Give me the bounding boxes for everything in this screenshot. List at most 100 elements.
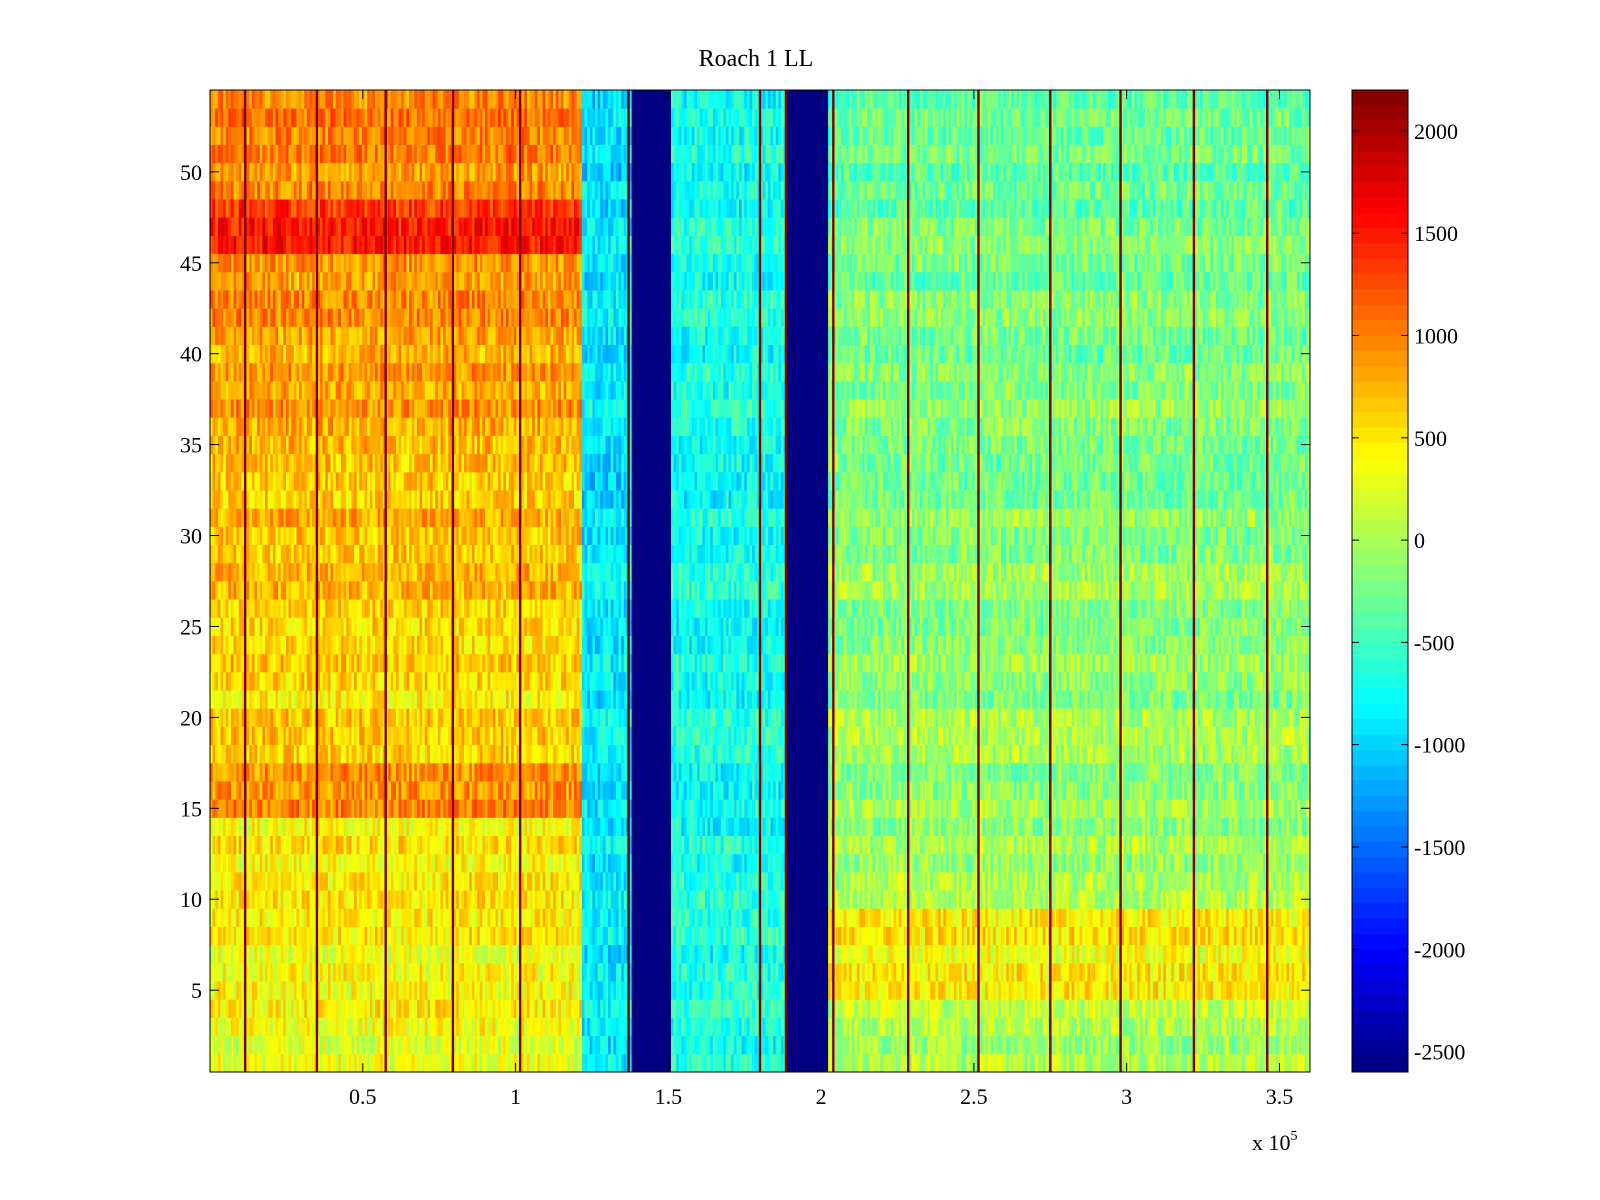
heatmap-cell (954, 999, 957, 1018)
heatmap-cell (220, 1054, 223, 1073)
heatmap-cell (653, 1017, 656, 1036)
heatmap-cell (1268, 1054, 1271, 1073)
heatmap-cell (498, 1036, 501, 1055)
heatmap-cell (1011, 963, 1014, 982)
heatmap-cell (805, 1017, 808, 1036)
heatmap-cell (370, 1017, 373, 1036)
heatmap-cell (956, 1036, 959, 1055)
heatmap-cell (564, 963, 567, 982)
heatmap-cell (1229, 1054, 1232, 1073)
heatmap-cell (493, 981, 496, 1000)
heatmap-cell (404, 1054, 407, 1073)
heatmap-cell (1234, 963, 1237, 982)
heatmap-cell (1226, 981, 1229, 1000)
heatmap-cell (1106, 1036, 1109, 1055)
heatmap-cell (372, 1017, 375, 1036)
heatmap-cell (215, 1054, 218, 1073)
heatmap-cell (674, 981, 677, 1000)
heatmap-cell (702, 1017, 705, 1036)
heatmap-cell (1124, 981, 1127, 1000)
heatmap-cell (660, 1054, 663, 1073)
heatmap-cell (915, 1054, 918, 1073)
heatmap-cell (663, 945, 666, 964)
heatmap-cell (870, 981, 873, 1000)
heatmap-cell (896, 1054, 899, 1073)
heatmap-cell (768, 1036, 771, 1055)
heatmap-cell (1276, 1036, 1279, 1055)
heatmap-cell (1179, 1017, 1182, 1036)
heatmap-cell (480, 981, 483, 1000)
heatmap-cell (1224, 1036, 1227, 1055)
heatmap-cell (1121, 1036, 1124, 1055)
heatmap-cell (1182, 999, 1185, 1018)
heatmap-cell (532, 1036, 535, 1055)
heatmap-cell (1090, 963, 1093, 982)
heatmap-cell (747, 981, 750, 1000)
heatmap-cell (543, 963, 546, 982)
heatmap-cell (896, 1036, 899, 1055)
heatmap-cell (988, 1017, 991, 1036)
heatmap-cell (1040, 999, 1043, 1018)
heatmap-cell (569, 1054, 572, 1073)
heatmap-cell (917, 999, 920, 1018)
heatmap-cell (752, 981, 755, 1000)
heatmap-cell (865, 1036, 868, 1055)
heatmap-cell (828, 1036, 831, 1055)
heatmap-cell (828, 963, 831, 982)
heatmap-cell (616, 1017, 619, 1036)
heatmap-cell (488, 999, 491, 1018)
heatmap-cell (239, 1036, 242, 1055)
heatmap-cell (396, 1036, 399, 1055)
heatmap-cell (1014, 1036, 1017, 1055)
heatmap-cell (1145, 981, 1148, 1000)
heatmap-cell (351, 963, 354, 982)
heatmap-cell (527, 999, 530, 1018)
heatmap-cell (247, 981, 250, 1000)
heatmap-cell (692, 1054, 695, 1073)
heatmap-cell (702, 1036, 705, 1055)
heatmap-cell (412, 945, 415, 964)
heatmap-cell (951, 1036, 954, 1055)
heatmap-cell (679, 999, 682, 1018)
heatmap-cell (485, 945, 488, 964)
heatmap-cell (655, 1054, 658, 1073)
heatmap-cell (1239, 1017, 1242, 1036)
heatmap-cell (365, 1017, 368, 1036)
heatmap-cell (1205, 963, 1208, 982)
heatmap-cell (577, 963, 580, 982)
heatmap-cell (734, 999, 737, 1018)
heatmap-cell (810, 999, 813, 1018)
heatmap-cell (1103, 1036, 1106, 1055)
heatmap-cell (1195, 963, 1198, 982)
heatmap-cell (296, 1036, 299, 1055)
heatmap-cell (600, 1036, 603, 1055)
heatmap-cell (511, 999, 514, 1018)
heatmap-cell (681, 945, 684, 964)
heatmap-cell (621, 1054, 624, 1073)
heatmap-cell (509, 1017, 512, 1036)
heatmap-cell (1305, 1054, 1308, 1073)
heatmap-cell (967, 999, 970, 1018)
heatmap-cell (1210, 981, 1213, 1000)
heatmap-cell (286, 999, 289, 1018)
heatmap-cell (302, 945, 305, 964)
heatmap-cell (1200, 1054, 1203, 1073)
heatmap-cell (299, 1054, 302, 1073)
heatmap-cell (472, 1017, 475, 1036)
heatmap-cell (255, 1036, 258, 1055)
heatmap-cell (637, 999, 640, 1018)
heatmap-cell (679, 981, 682, 1000)
heatmap-cell (477, 945, 480, 964)
heatmap-cell (537, 1036, 540, 1055)
heatmap-cell (611, 963, 614, 982)
heatmap-cell (1038, 1054, 1041, 1073)
heatmap-cell (571, 1017, 574, 1036)
heatmap-cell (946, 963, 949, 982)
heatmap-cell (1121, 963, 1124, 982)
heatmap-cell (1053, 1017, 1056, 1036)
heatmap-cell (1171, 1054, 1174, 1073)
heatmap-cell (509, 963, 512, 982)
heatmap-cell (1103, 999, 1106, 1018)
heatmap-cell (894, 1036, 897, 1055)
heatmap-cell (789, 999, 792, 1018)
